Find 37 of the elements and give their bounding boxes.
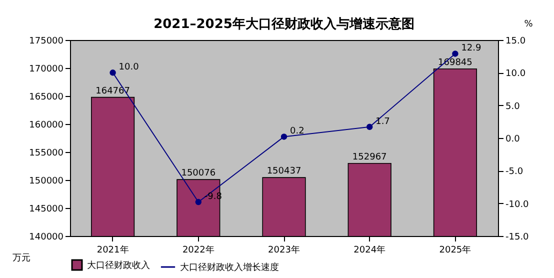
point bbox=[195, 198, 202, 206]
y2-tick-label: 5.0 bbox=[506, 102, 520, 112]
y-tick-label: 175000 bbox=[29, 36, 64, 46]
y-tick-label: 155000 bbox=[29, 148, 64, 158]
y-axis-title: 万元 bbox=[12, 252, 30, 264]
y2-tick-label: -15.0 bbox=[506, 232, 530, 242]
data-label: 10.0 bbox=[118, 62, 140, 73]
y2-tick-label: 0.0 bbox=[506, 134, 520, 144]
y-tick-label: 150000 bbox=[29, 176, 64, 186]
point bbox=[280, 134, 288, 140]
x-tick-label: 2021年 bbox=[96, 244, 129, 256]
x-tick-label: 2024年 bbox=[354, 244, 386, 256]
x-tick-label: 2023年 bbox=[268, 244, 300, 256]
x-tick-label: 2022年 bbox=[182, 244, 214, 256]
legend-label: 大口径财政收入增长速度 bbox=[180, 262, 279, 273]
data-label: 0.2 bbox=[290, 126, 304, 137]
y2-axis-title: % bbox=[524, 20, 534, 30]
legend-label: 大口径财政收入 bbox=[87, 260, 150, 271]
data-label: 1.7 bbox=[376, 116, 390, 127]
data-label: 12.9 bbox=[461, 44, 482, 54]
x-tick-label: 2025年 bbox=[439, 244, 472, 256]
chart-title: 2021–2025年大口径财政收入与增速示意图 bbox=[154, 16, 414, 32]
y-tick-label: 165000 bbox=[29, 92, 64, 102]
y-tick-label: 140000 bbox=[29, 232, 64, 242]
point bbox=[452, 50, 458, 57]
y2-tick-label: 15.0 bbox=[506, 36, 526, 46]
y2-tick-label: -5.0 bbox=[506, 167, 524, 178]
y2-tick-label: 10.0 bbox=[506, 69, 526, 80]
data-label: 152967 bbox=[352, 152, 387, 162]
data-label: 150076 bbox=[181, 168, 216, 179]
y-tick-label: 145000 bbox=[29, 204, 64, 214]
point bbox=[110, 70, 116, 76]
data-label: 150437 bbox=[266, 166, 302, 177]
y-tick-label: 170000 bbox=[29, 64, 64, 74]
point bbox=[366, 124, 373, 130]
y2-tick-label: -10.0 bbox=[506, 200, 530, 210]
y-tick-label: 160000 bbox=[29, 120, 64, 130]
